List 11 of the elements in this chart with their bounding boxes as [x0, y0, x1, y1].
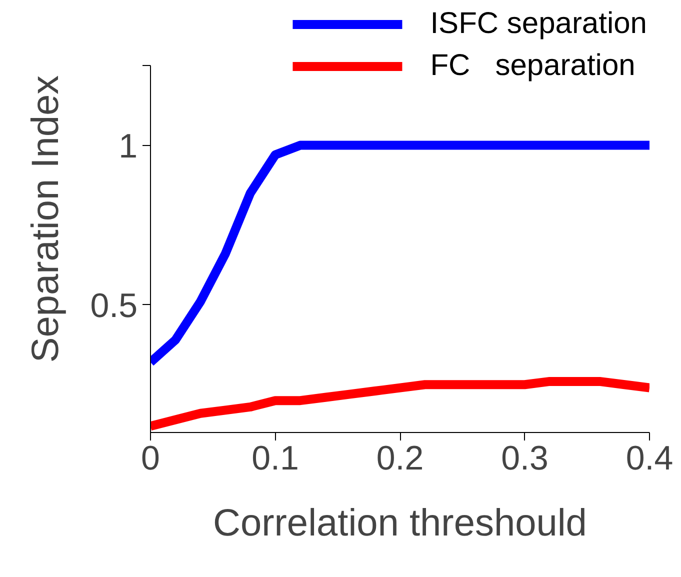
x-tick-label: 0.1 [252, 440, 299, 478]
x-tick-label: 0 [141, 440, 160, 478]
y-axis-title: Separation Index [25, 75, 68, 363]
y-tick-label: 0.5 [90, 286, 138, 325]
x-tick-label: 0.4 [626, 440, 674, 478]
legend-label: ISFC separation [430, 7, 647, 41]
x-tick-label: 0.2 [376, 440, 424, 478]
y-tick-label: 1 [118, 127, 138, 166]
legend-label: FC separation [430, 49, 636, 83]
x-tick-label: 0.3 [501, 440, 548, 478]
x-axis-title: Correlation threshould [213, 502, 587, 544]
